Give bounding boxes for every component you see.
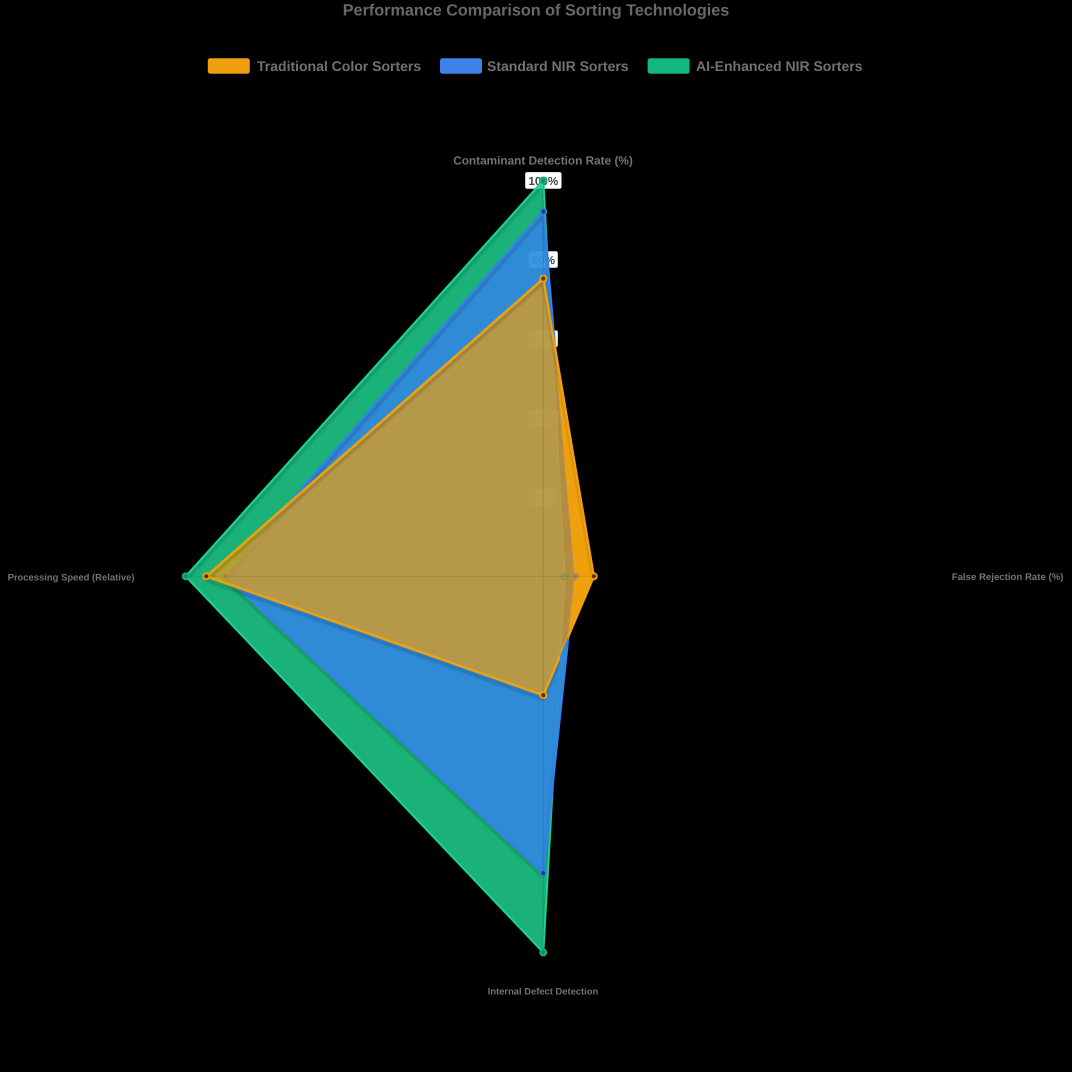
svg-text:AI-Enhanced NIR Sorters: AI-Enhanced NIR Sorters bbox=[696, 58, 863, 74]
svg-text:Internal Defect Detection: Internal Defect Detection bbox=[488, 986, 599, 997]
svg-text:False Rejection Rate (%): False Rejection Rate (%) bbox=[952, 572, 1064, 583]
svg-text:Contaminant Detection Rate (%): Contaminant Detection Rate (%) bbox=[453, 154, 633, 168]
svg-text:Traditional Color Sorters: Traditional Color Sorters bbox=[257, 58, 421, 74]
svg-text:Processing Speed (Relative): Processing Speed (Relative) bbox=[8, 573, 135, 584]
svg-text:Performance Comparison of Sort: Performance Comparison of Sorting Techno… bbox=[343, 1, 729, 19]
svg-text:Standard NIR Sorters: Standard NIR Sorters bbox=[487, 58, 629, 74]
